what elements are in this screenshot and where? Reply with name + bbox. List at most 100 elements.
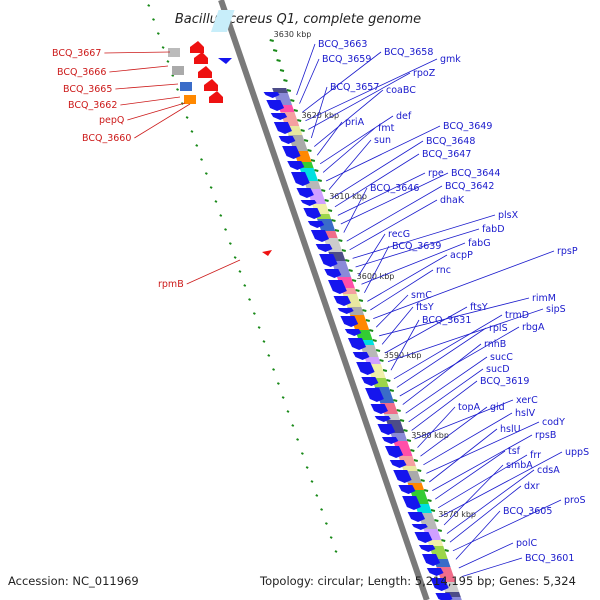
cog-box	[172, 66, 184, 75]
gene-label: hslV	[515, 408, 536, 419]
label-leader	[361, 242, 466, 285]
gene-label: hslU	[500, 424, 521, 435]
gene-arrow	[435, 593, 453, 600]
gene-label: cdsA	[537, 465, 560, 476]
inner-tick	[389, 389, 395, 392]
inner-tick	[334, 229, 340, 232]
gene-label: BCQ_3659	[322, 54, 371, 65]
gene-arrow	[266, 100, 285, 111]
inner-tick	[372, 339, 377, 342]
gene-label: uppS	[565, 447, 589, 458]
gene-label: BCQ_3648	[426, 136, 475, 147]
label-leader	[337, 172, 426, 216]
label-leader	[322, 127, 376, 173]
gene-label: BCQ_3631	[422, 315, 471, 326]
label-leader	[186, 259, 241, 285]
gene-arrow	[352, 352, 370, 360]
label-leader	[346, 185, 443, 242]
cog-segment	[427, 540, 444, 546]
label-leader	[379, 297, 530, 337]
gene-arrow	[414, 532, 433, 543]
label-leader	[373, 250, 555, 319]
gene-label: BCQ_3644	[451, 168, 500, 179]
label-leader	[426, 421, 540, 474]
inner-tick	[392, 399, 398, 402]
gene-arrow	[407, 512, 426, 522]
outer-tick	[176, 88, 179, 91]
label-leader	[104, 51, 171, 54]
inner-tick	[286, 89, 292, 92]
outer-tick	[214, 200, 218, 203]
gene-arrow	[290, 172, 310, 186]
outer-tick	[324, 522, 328, 525]
gene-arrow	[384, 446, 404, 458]
outer-tick	[296, 438, 300, 441]
label-leader	[449, 485, 522, 543]
outer-tick	[233, 256, 237, 259]
gene-label: fabG	[468, 238, 491, 249]
kbp-mark: 3580 kbp	[411, 431, 449, 440]
outer-tick	[152, 18, 155, 21]
gene-arrow	[418, 545, 436, 552]
inner-tick	[427, 499, 432, 502]
inner-tick	[293, 109, 298, 112]
label-leader	[308, 72, 411, 130]
inner-tick	[430, 509, 436, 512]
gene-arrow	[328, 280, 347, 294]
gene-label: sipS	[546, 304, 566, 315]
label-leaders	[104, 43, 563, 577]
gene-label: BCQ_3605	[503, 506, 552, 517]
gene-arrow	[347, 338, 367, 350]
gene-label: rpmB	[158, 279, 184, 290]
label-leader	[399, 326, 520, 397]
inner-tick	[362, 309, 367, 312]
label-leader	[115, 83, 179, 90]
gene-label: BCQ_3649	[443, 121, 492, 132]
gene-label: BCQ_3646	[370, 183, 419, 194]
label-leader	[305, 58, 438, 122]
inner-tick	[283, 79, 288, 82]
outer-tick	[252, 312, 256, 315]
inner-tick	[358, 299, 364, 302]
gene-label: polC	[516, 538, 537, 549]
inner-tick	[338, 239, 343, 242]
gene-arrow	[263, 92, 280, 98]
gene-arrow	[430, 578, 449, 591]
label-leader	[367, 254, 448, 302]
outer-tick	[267, 354, 271, 357]
label-leader	[411, 380, 478, 431]
outer-tick	[248, 298, 252, 301]
label-leader	[331, 140, 424, 199]
gene-label: rpoZ	[413, 68, 436, 79]
label-leader	[302, 51, 382, 113]
gene-arrow	[411, 524, 428, 530]
kbp-mark: 3590 kbp	[384, 351, 422, 360]
gene-label: BCQ_3662	[68, 100, 117, 111]
outer-tick	[281, 396, 285, 399]
label-leader	[440, 451, 563, 517]
backbone-track	[210, 0, 430, 600]
gene-track	[168, 41, 453, 600]
label-leader	[334, 153, 420, 208]
outer-tick	[286, 410, 290, 413]
inner-tick	[290, 99, 295, 102]
gene-label: recG	[388, 229, 410, 240]
gene-arrow	[340, 316, 359, 327]
inner-tick	[314, 169, 319, 172]
outer-tick	[291, 424, 295, 427]
gene-label: rnc	[436, 265, 451, 276]
gene-arrow	[315, 244, 333, 252]
gene-arrow	[209, 91, 223, 103]
gene-arrow	[422, 554, 441, 566]
gene-label: BCQ_3663	[318, 39, 367, 50]
gene-arrow	[218, 58, 232, 64]
inner-tick	[382, 369, 388, 372]
gene-label: xerC	[516, 395, 538, 406]
label-leader	[343, 187, 368, 233]
label-leader	[127, 102, 186, 121]
gene-arrow	[381, 437, 399, 444]
gene-label: sucC	[490, 352, 513, 363]
gene-label: trmD	[505, 310, 529, 321]
outer-tick	[224, 228, 227, 231]
outer-tick	[161, 46, 165, 49]
